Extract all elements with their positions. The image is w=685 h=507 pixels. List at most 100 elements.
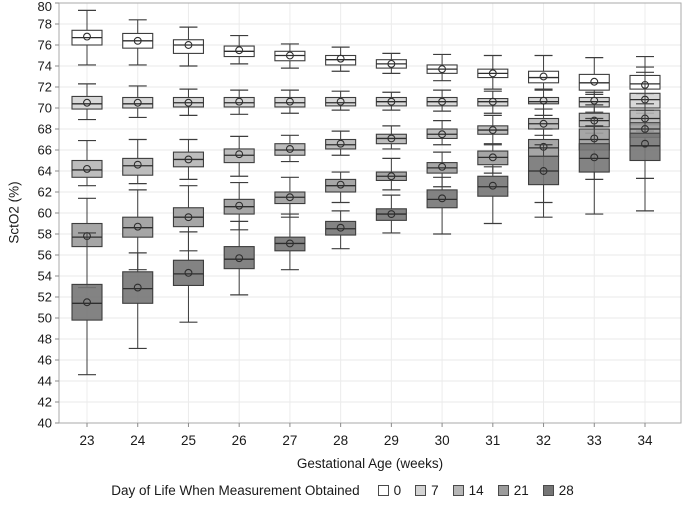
- series-day-28: [71, 109, 661, 376]
- y-tick-label: 48: [38, 332, 52, 347]
- mean-circle-marker: [488, 153, 497, 162]
- y-tick-label: 64: [38, 164, 52, 179]
- mean-circle-marker: [539, 72, 548, 81]
- box-group-ga27-day14: [274, 134, 306, 163]
- mean-circle-marker: [83, 298, 91, 307]
- legend-item-day-28: 28: [542, 483, 574, 498]
- box-group-ga31-day21: [477, 143, 509, 174]
- mean-circle-marker: [387, 59, 396, 68]
- x-tick-label: 30: [435, 433, 450, 448]
- mean-circle-marker: [590, 77, 599, 86]
- y-tick-label: 40: [38, 416, 52, 431]
- mean-circle-marker: [488, 126, 497, 135]
- box-group-ga23-day7: [71, 83, 103, 121]
- iqr-box: [172, 259, 205, 287]
- box-group-ga23-day28: [71, 232, 103, 376]
- box-group-ga25-day14: [172, 138, 205, 180]
- x-tick-label: 29: [384, 433, 399, 448]
- legend-items: 0 7 14 21 28: [377, 483, 574, 498]
- mean-circle-marker: [285, 193, 294, 202]
- box-group-ga31-day7: [477, 90, 509, 114]
- mean-circle-marker: [83, 98, 91, 107]
- box-group-ga25-day7: [172, 88, 205, 116]
- mean-circle-marker: [235, 46, 244, 55]
- x-tick-label: 33: [587, 433, 602, 448]
- box-group-ga28-day14: [325, 130, 357, 156]
- series-day-14: [71, 71, 661, 187]
- x-tick-label: 31: [485, 433, 500, 448]
- box-group-ga26-day21: [223, 181, 255, 231]
- box-group-ga30-day7: [426, 89, 458, 112]
- mean-circle-marker: [235, 150, 244, 159]
- mean-circle-marker: [83, 32, 91, 41]
- box-group-ga31-day28: [477, 166, 509, 225]
- mean-circle-marker: [641, 139, 649, 148]
- mean-circle-marker: [387, 134, 396, 143]
- legend-swatch-day-14: [452, 485, 464, 496]
- y-tick-label: 44: [38, 374, 52, 389]
- y-axis: 40 42 44 46 48 50 52 54 56 58 60 62 64 66 68 70 72 74 76 78…: [38, 0, 59, 431]
- mean-circle-marker: [285, 97, 294, 106]
- series-day-0: [71, 9, 661, 95]
- box-group-ga30-day14: [426, 119, 458, 146]
- legend-swatch-day-28: [542, 485, 554, 496]
- iqr-box: [527, 96, 560, 105]
- x-axis: 23 24 25 26 27 28 29 30 31 32 33 34: [79, 423, 653, 448]
- box-group-ga34-day28: [629, 109, 661, 212]
- iqr-box: [172, 39, 205, 54]
- box-group-ga23-day0: [71, 9, 103, 66]
- box-group-ga26-day0: [223, 34, 255, 65]
- mean-circle-marker: [285, 239, 294, 248]
- legend-item-day-21: 21: [497, 483, 529, 498]
- iqr-box: [122, 157, 154, 176]
- y-axis-title: SctO2 (%): [6, 181, 22, 244]
- box-group-ga26-day28: [223, 220, 255, 296]
- box-group-ga24-day28: [122, 252, 154, 350]
- mean-circle-marker: [387, 210, 396, 219]
- legend-swatch-day-0: [377, 485, 389, 496]
- mean-circle-marker: [336, 139, 345, 148]
- mean-circle-marker: [184, 213, 193, 222]
- box-group-ga33-day28: [578, 125, 610, 215]
- box-group-ga23-day14: [71, 139, 103, 187]
- box-group-ga25-day28: [172, 231, 205, 323]
- box-group-ga27-day0: [274, 43, 306, 69]
- mean-circle-marker: [133, 36, 142, 45]
- legend-item-day-14: 14: [452, 483, 484, 498]
- box-group-ga29-day28: [375, 194, 407, 234]
- mean-circle-marker: [133, 98, 142, 107]
- y-tick-label: 56: [38, 248, 52, 263]
- box-group-ga32-day28: [527, 144, 560, 218]
- box-group-ga30-day0: [426, 53, 458, 82]
- mean-circle-marker: [184, 268, 193, 277]
- box-group-ga24-day14: [122, 138, 154, 185]
- mean-circle-marker: [488, 181, 497, 190]
- mean-circle-marker: [184, 155, 193, 164]
- legend-item-label: 21: [513, 483, 529, 498]
- mean-circle-marker: [539, 119, 548, 128]
- box-group-ga30-day21: [426, 151, 458, 188]
- y-tick-label: 72: [38, 80, 52, 95]
- mean-circle-marker: [539, 167, 548, 175]
- box-group-ga27-day28: [274, 213, 306, 271]
- box-group-ga27-day7: [274, 89, 306, 114]
- y-tick-label: 76: [38, 38, 52, 53]
- x-tick-label: 28: [333, 433, 348, 448]
- box-group-ga26-day14: [223, 135, 255, 177]
- box-group-ga27-day21: [274, 176, 306, 218]
- y-tick-label: 66: [38, 143, 52, 158]
- box-group-ga28-day0: [325, 46, 357, 72]
- legend-item-label: 28: [558, 483, 574, 498]
- mean-circle-marker: [539, 96, 548, 105]
- x-tick-label: 34: [637, 433, 653, 448]
- mean-circle-marker: [336, 54, 345, 63]
- legend-swatch-day-7: [415, 485, 427, 496]
- x-tick-label: 23: [79, 433, 94, 448]
- legend-item-label: 0: [393, 483, 402, 498]
- mean-circle-marker: [590, 96, 599, 105]
- mean-circle-marker: [133, 160, 142, 169]
- legend-item-day-7: 7: [415, 483, 439, 498]
- iqr-box: [71, 283, 103, 321]
- box-group-ga29-day14: [375, 125, 407, 150]
